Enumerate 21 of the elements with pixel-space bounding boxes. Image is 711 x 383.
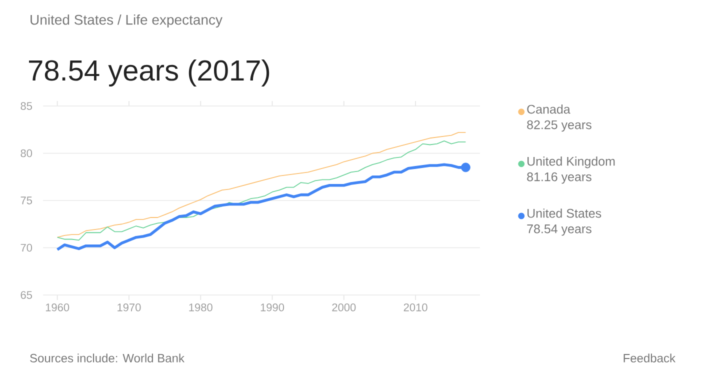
chart-subtitle: United States / Life expectancy — [30, 14, 222, 28]
x-tick-label: 1990 — [260, 304, 284, 312]
x-tick-label: 1960 — [46, 304, 70, 312]
text: 81.16 years — [527, 172, 592, 184]
x-tick-label: 1970 — [118, 304, 141, 312]
y-tick-label: 70 — [20, 244, 32, 252]
x-tick-label: 1980 — [189, 304, 212, 312]
chart-title: 78.54 years (2017) — [29, 59, 270, 87]
legend-label: United States — [528, 208, 602, 218]
text: 82.25 years — [527, 120, 592, 132]
source-note: Sources include: World Bank — [30, 354, 184, 362]
y-tick-label: 65 — [20, 291, 32, 299]
y-tick-label: 85 — [20, 102, 32, 110]
legend-label: Canada — [527, 104, 570, 114]
legend-label: United Kingdom — [528, 156, 615, 168]
y-tick-label: 80 — [20, 149, 32, 158]
x-tick-label: 2010 — [404, 304, 428, 312]
y-tick-label: 75 — [20, 196, 32, 204]
text: 78.54 years — [527, 224, 592, 236]
text: Feedback — [624, 354, 676, 362]
x-tick-label: 2000 — [332, 304, 356, 312]
